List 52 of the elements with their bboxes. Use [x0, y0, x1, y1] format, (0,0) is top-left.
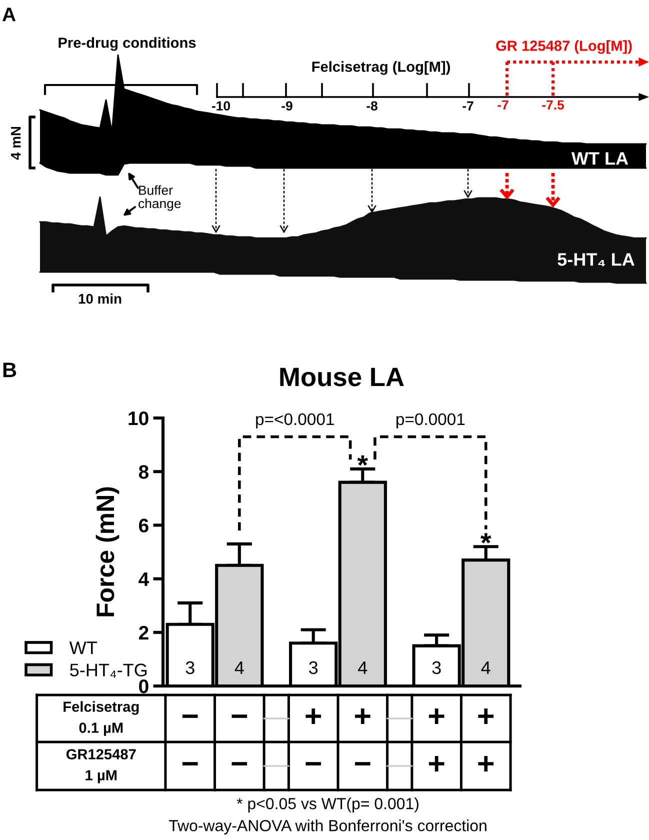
text: Two-way-ANOVA with Bonferroni's correction	[168, 820, 486, 834]
text: −	[182, 714, 198, 718]
text: +	[428, 756, 444, 772]
text: +	[428, 708, 444, 724]
text: +	[354, 708, 370, 724]
text: A	[2, 8, 16, 22]
annotation: p=<0.0001	[256, 413, 334, 428]
annotation: -7	[462, 101, 474, 110]
annotation: *	[480, 533, 492, 544]
text: −	[354, 762, 370, 766]
text: +	[306, 708, 322, 724]
annotation: 4	[234, 662, 244, 674]
text: −	[232, 762, 248, 766]
y-tick-label: 10	[128, 411, 148, 426]
chart-title: Mouse LA	[280, 368, 404, 386]
annotation: -7	[498, 100, 508, 110]
y-tick-label: 2	[138, 626, 148, 640]
series-label: WT LA	[571, 152, 628, 165]
text: +	[478, 756, 494, 772]
y-tick-label: 0	[139, 679, 148, 694]
annotation: 3	[309, 661, 318, 674]
y-tick-label: 4	[138, 572, 150, 586]
y-tick-label: 8	[138, 465, 149, 479]
text: 4 mN	[11, 126, 21, 160]
annotation: 3	[186, 661, 194, 674]
annotation: -10	[212, 101, 230, 111]
text: B	[3, 362, 16, 378]
text: +	[478, 708, 494, 724]
annotation: Felcisetrag (Log[M])	[312, 61, 450, 75]
series-label: 5-HT₄ LA	[558, 253, 634, 266]
y-axis-title: Force (mN)	[96, 487, 120, 616]
annotation: 4	[358, 662, 368, 674]
text: Felcisetrag 0.1 µM	[64, 701, 139, 736]
text: −	[306, 762, 322, 766]
annotation: p=0.0001	[396, 413, 465, 428]
annotation: *	[357, 455, 368, 466]
text: GR 125487 (Log[M])	[496, 40, 632, 54]
annotation: -8	[366, 101, 378, 111]
y-tick-label: 6	[139, 518, 148, 532]
text: −	[232, 714, 248, 718]
annotation: -7.5	[542, 100, 564, 110]
annotation: 3	[432, 661, 441, 674]
annotation: 4	[481, 662, 490, 674]
text: Pre-drug conditions	[58, 37, 196, 51]
legend-label: 5-HT₄-TG	[70, 664, 147, 678]
annotation: Buffer change	[138, 185, 181, 211]
text: 10 min	[78, 294, 122, 304]
text: GR125487 1 µM	[66, 749, 136, 784]
annotation: -9	[282, 101, 292, 111]
legend-label: WT	[69, 642, 97, 654]
text: * p<0.05 vs WT(p= 0.001)	[236, 798, 418, 812]
text: −	[182, 762, 198, 766]
